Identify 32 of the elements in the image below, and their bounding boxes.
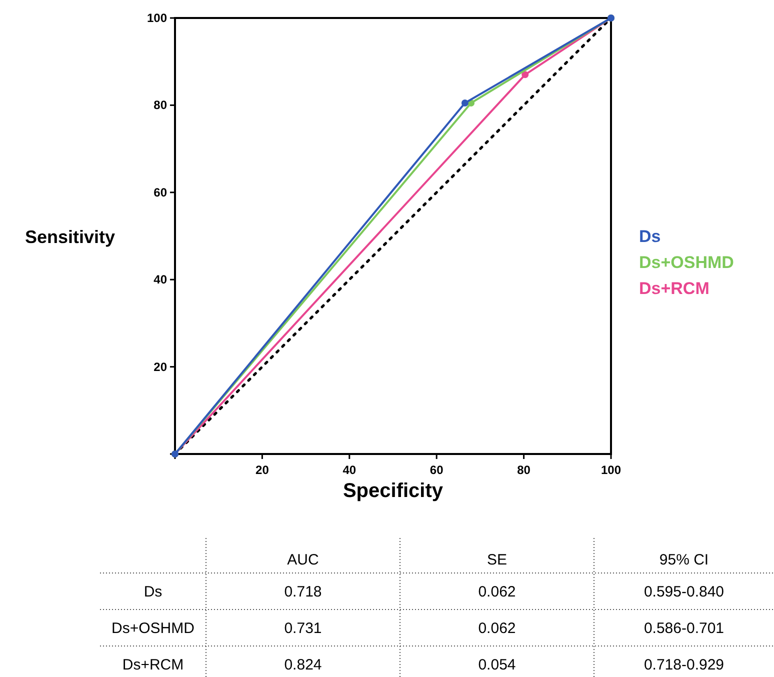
text: 0.062 xyxy=(478,583,516,600)
text: SE xyxy=(486,552,508,568)
x-axis-title: Specificity xyxy=(342,480,444,502)
y-tick-label: 80 xyxy=(154,98,168,112)
text: 0.718 xyxy=(284,583,322,600)
x-tick-label: 40 xyxy=(342,463,356,477)
x-tick-label: 20 xyxy=(256,463,270,477)
point xyxy=(461,100,468,107)
point xyxy=(522,71,529,78)
text: 0.824 xyxy=(284,656,322,674)
text: 95% CI xyxy=(659,552,709,568)
text: 0.595-0.840 xyxy=(644,583,724,600)
text: 0.062 xyxy=(478,620,516,637)
text: 0.054 xyxy=(478,656,516,674)
text: Ds+OSHMD xyxy=(639,253,734,272)
text: Ds+OSHMD xyxy=(112,620,195,637)
x-tick-label: 80 xyxy=(517,463,531,477)
y-tick-label: 40 xyxy=(154,272,168,287)
text: Ds xyxy=(639,227,661,246)
text: Ds+RCM xyxy=(122,656,184,674)
x-tick-label: 60 xyxy=(430,463,444,477)
y-tick-label: 20 xyxy=(154,360,168,374)
text: 0.718-0.929 xyxy=(644,656,724,674)
text: 0.731 xyxy=(284,620,322,637)
y-tick-label: 100 xyxy=(146,11,168,25)
text: Ds+RCM xyxy=(639,279,710,298)
y-tick-label: 60 xyxy=(154,185,168,200)
text: 0.586-0.701 xyxy=(644,620,724,637)
y-axis-title: Sensitivity xyxy=(25,227,116,247)
text: AUC xyxy=(287,552,319,568)
text: Ds xyxy=(144,583,162,600)
x-tick-label: 100 xyxy=(600,463,622,477)
